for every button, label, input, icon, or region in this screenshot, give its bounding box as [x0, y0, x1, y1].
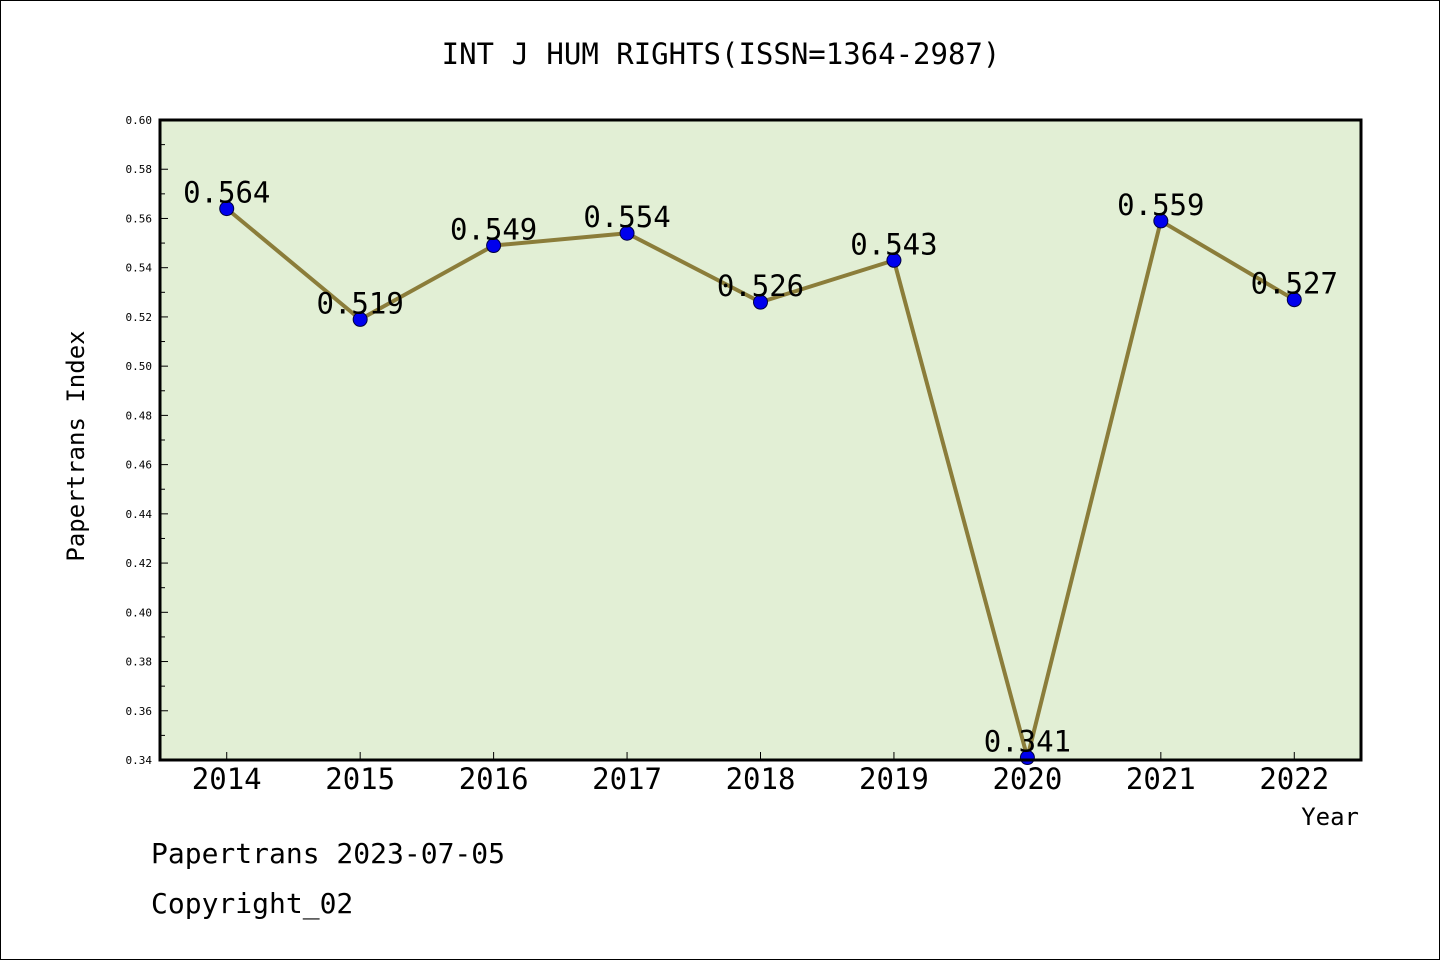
data-label: 0.543 [850, 227, 937, 261]
y-tick-label: 0.42 [126, 557, 153, 570]
x-axis: 2014 2015 2016 2017 2018 2019 2020 2021 2022 [192, 752, 1329, 796]
y-tick-label: 0.38 [126, 656, 153, 669]
y-tick-label: 0.44 [126, 508, 153, 521]
data-point [486, 238, 502, 254]
footer-copyright: Copyright_02 [151, 887, 354, 920]
y-tick-label: 0.46 [126, 459, 153, 472]
y-tick-label: 0.48 [126, 409, 153, 422]
y-axis-label: Papertrans Index [62, 330, 90, 561]
y-tick-label: 0.56 [126, 212, 153, 225]
x-tick-label: 2020 [992, 762, 1062, 796]
data-labels: 0.564 0.519 0.549 0.554 0.526 0.543 0.341 0.559… [183, 176, 1338, 759]
data-point [753, 294, 768, 310]
data-label: 0.526 [717, 269, 804, 303]
data-label: 0.554 [583, 200, 670, 234]
y-tick-label: 0.54 [126, 262, 153, 275]
series-group [219, 201, 1302, 766]
footer-date: Papertrans 2023-07-05 [151, 837, 506, 870]
data-point [352, 311, 368, 327]
y-tick-label: 0.58 [126, 163, 153, 176]
x-tick-label: 2019 [859, 762, 929, 796]
x-tick-label: 2017 [592, 762, 662, 796]
x-tick-label: 2016 [459, 762, 529, 796]
data-point [619, 225, 635, 241]
data-point [219, 201, 235, 217]
chart-title: INT J HUM RIGHTS(ISSN=1364-2987) [441, 37, 1001, 71]
data-point [1153, 213, 1169, 229]
data-point [886, 252, 902, 268]
data-label: 0.549 [450, 213, 537, 247]
y-tick-label: 0.34 [126, 754, 153, 767]
y-tick-label: 0.52 [126, 311, 153, 324]
y-tick-label: 0.60 [126, 114, 153, 127]
x-tick-label: 2022 [1259, 762, 1329, 796]
y-tick-label: 0.36 [126, 705, 153, 718]
x-axis-label: Year [1301, 803, 1359, 831]
data-label: 0.341 [984, 725, 1071, 759]
y-tick-label: 0.50 [126, 360, 153, 373]
data-point [1286, 292, 1302, 308]
y-axis: 0.34 0.36 0.38 0.40 0.42 0.44 0.46 0.48 0.50 0.52… [126, 114, 168, 767]
y-tick-label: 0.40 [126, 606, 153, 619]
x-tick-label: 2015 [325, 762, 395, 796]
data-label: 0.564 [183, 176, 270, 210]
data-label: 0.519 [317, 286, 404, 320]
x-tick-label: 2018 [726, 762, 796, 796]
data-label: 0.527 [1251, 267, 1338, 301]
plot-frame [158, 118, 1363, 762]
x-tick-label: 2014 [192, 762, 262, 796]
x-tick-label: 2021 [1126, 762, 1196, 796]
data-label: 0.559 [1117, 188, 1204, 222]
